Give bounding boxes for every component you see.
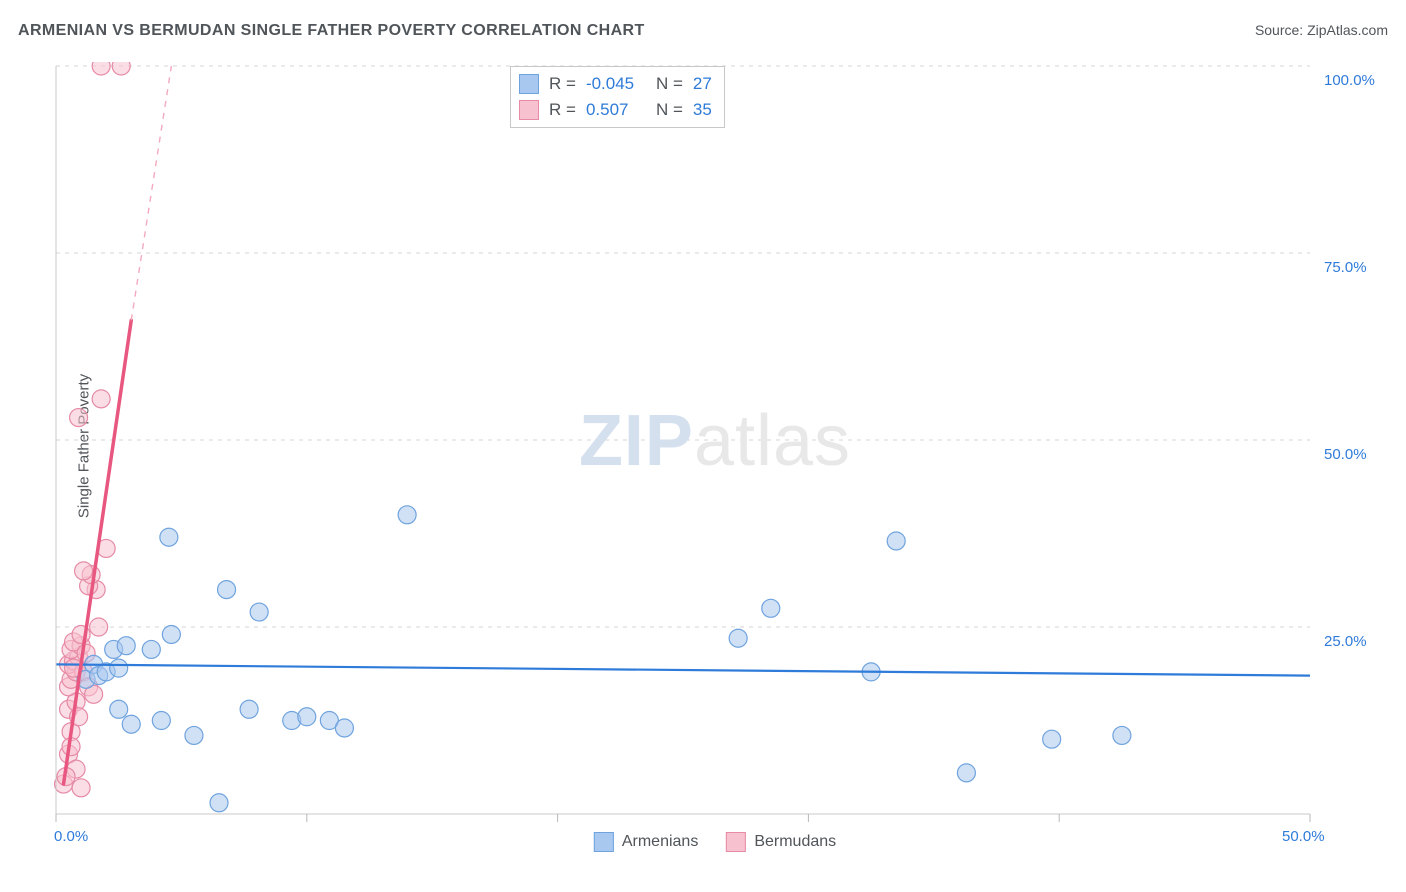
swatch-bermudans-icon <box>726 832 746 852</box>
r-value-a: -0.045 <box>586 71 646 97</box>
corr-row-a: R = -0.045 N = 27 <box>519 71 712 97</box>
r-label: R = <box>549 71 576 97</box>
legend-label: Bermudans <box>754 833 836 851</box>
n-label: N = <box>656 71 683 97</box>
swatch-armenians-icon <box>594 832 614 852</box>
r-value-b: 0.507 <box>586 97 646 123</box>
axis-tick-label: 0.0% <box>54 828 88 845</box>
plot-area: ZIPatlas R = -0.045 N = 27 R = 0.507 N =… <box>50 62 1380 852</box>
scatter-chart <box>50 62 1380 852</box>
corr-row-b: R = 0.507 N = 35 <box>519 97 712 123</box>
axis-tick-label: 50.0% <box>1282 828 1325 845</box>
r-label: R = <box>549 97 576 123</box>
header: ARMENIAN VS BERMUDAN SINGLE FATHER POVER… <box>18 22 1388 40</box>
chart-title: ARMENIAN VS BERMUDAN SINGLE FATHER POVER… <box>18 22 645 40</box>
swatch-bermudans-icon <box>519 100 539 120</box>
source-label: Source: ZipAtlas.com <box>1255 22 1388 38</box>
n-value-b: 35 <box>693 97 712 123</box>
legend-item-armenians: Armenians <box>594 832 698 852</box>
n-label: N = <box>656 97 683 123</box>
axis-tick-label: 50.0% <box>1324 446 1367 463</box>
n-value-a: 27 <box>693 71 712 97</box>
axis-tick-label: 25.0% <box>1324 633 1367 650</box>
axis-tick-label: 100.0% <box>1324 72 1375 89</box>
axis-tick-label: 75.0% <box>1324 259 1367 276</box>
legend-item-bermudans: Bermudans <box>726 832 836 852</box>
swatch-armenians-icon <box>519 74 539 94</box>
legend-label: Armenians <box>622 833 698 851</box>
series-legend: Armenians Bermudans <box>594 832 836 852</box>
correlation-legend: R = -0.045 N = 27 R = 0.507 N = 35 <box>510 66 725 128</box>
